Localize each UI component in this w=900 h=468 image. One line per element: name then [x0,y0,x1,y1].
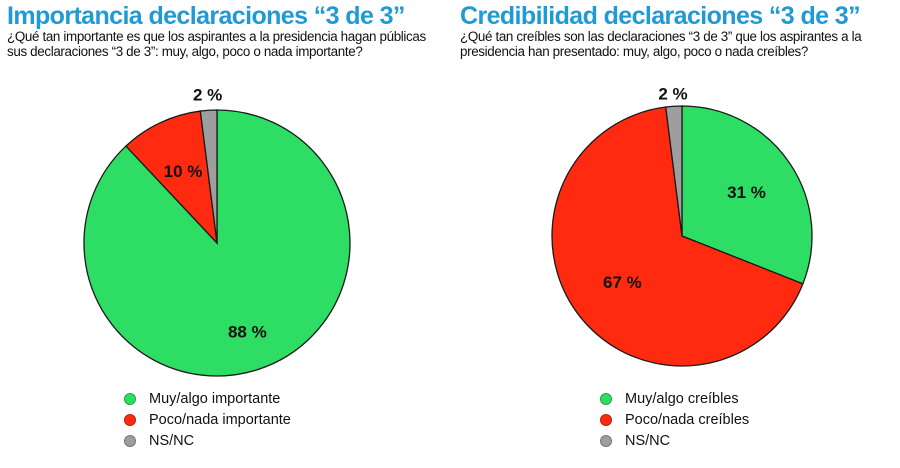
legend-swatch [600,434,612,447]
chart-subtitle: ¿Qué tan importante es que los aspirante… [7,29,426,59]
pie-slice [551,106,804,367]
pie-slice [125,110,218,245]
legend-swatch [600,413,612,426]
legend-label: Muy/algo importante [149,390,281,407]
legend-entry: Muy/algo importante [124,388,291,409]
data-label: 10 % [164,162,203,181]
chart-title: Credibilidad declaraciones “3 de 3” [460,2,861,30]
legend-entry: Poco/nada importante [124,409,291,430]
data-label: 2 % [658,84,687,103]
data-label: 2 % [193,85,222,104]
legend-swatch [124,434,136,447]
legend-swatch [124,413,136,426]
chart-legend: Muy/algo creíbles Poco/nada creíbles NS/NC [600,388,749,451]
legend-entry: Muy/algo creíbles [600,388,749,409]
pie-slice [681,105,813,285]
legend-entry: NS/NC [600,430,749,451]
data-label: 88 % [228,323,267,342]
data-label: 67 % [603,273,642,292]
legend-swatch [600,392,612,405]
pie-chart: 88 % 10 % 2 % [83,85,351,377]
chart-title: Importancia declaraciones “3 de 3” [7,2,405,30]
chart-legend: Muy/algo importante Poco/nada importante N… [124,388,291,451]
pie-chart: 31 % 67 % 2 % [551,84,813,367]
legend-entry: NS/NC [124,430,291,451]
pie-slice [664,105,683,237]
pie-slice [199,109,218,244]
legend-label: Muy/algo creíbles [625,390,739,407]
chart-subtitle: ¿Qué tan creíbles son las declaraciones … [460,29,862,59]
legend-swatch [124,392,136,405]
legend-label: NS/NC [149,432,195,449]
credibility-chart-panel: Credibilidad declaraciones “3 de 3” ¿Qué… [452,0,900,468]
legend-label: Poco/nada importante [149,411,291,428]
importance-chart-panel: Importancia declaraciones “3 de 3” ¿Qué … [7,2,426,451]
legend-entry: Poco/nada creíbles [600,409,749,430]
data-label: 31 % [727,183,766,202]
legend-label: Poco/nada creíbles [625,411,750,428]
legend-label: NS/NC [625,432,671,449]
